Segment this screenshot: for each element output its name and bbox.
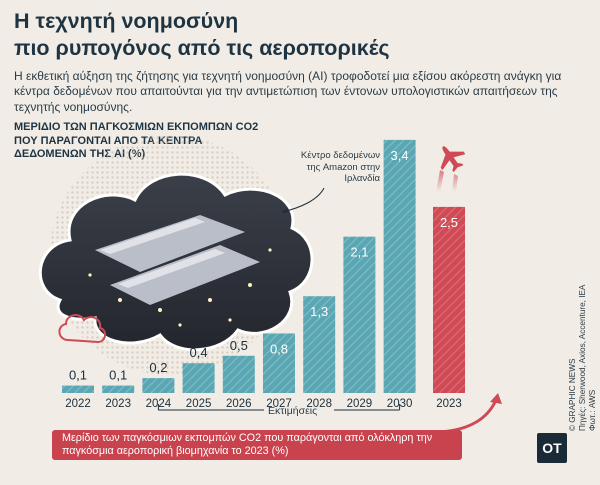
title-line-1: Η τεχνητή νοημοσύνη bbox=[14, 9, 239, 33]
photo-caption: Κέντρο δεδομένων της Amazon στην Ιρλανδί… bbox=[300, 150, 380, 184]
value-label-2028: 1,3 bbox=[310, 304, 328, 319]
bar-2026 bbox=[222, 355, 255, 393]
bar-2030 bbox=[383, 139, 416, 393]
value-label-2030: 3,4 bbox=[391, 148, 409, 163]
value-label-2025: 0,4 bbox=[190, 345, 208, 360]
aviation-note: Μερίδιο των παγκόσμιων εκπομπών CO2 που … bbox=[52, 430, 462, 460]
page-title: Η τεχνητή νοημοσύνη πιο ρυπογόνος από τι… bbox=[14, 8, 494, 62]
bar-2023 bbox=[102, 385, 135, 393]
bar-aviation-2023 bbox=[433, 206, 465, 393]
value-label-2026: 0,5 bbox=[230, 338, 248, 353]
ot-logo: OT bbox=[537, 433, 567, 463]
value-label-2022: 0,1 bbox=[69, 368, 87, 383]
estimates-label: Εκτιμήσεις bbox=[268, 405, 318, 417]
contrail bbox=[436, 170, 458, 192]
credits: © GRAPHIC NEWS Πηγές: Sherwood, Axios, A… bbox=[568, 256, 597, 431]
tick-label-2027: 2027 bbox=[266, 398, 292, 410]
cloud-icon bbox=[58, 314, 106, 344]
bar-2024 bbox=[142, 378, 175, 393]
value-label-2023: 0,1 bbox=[109, 368, 127, 383]
tick-label-2025: 2025 bbox=[186, 398, 212, 410]
subtitle: Η εκθετική αύξηση της ζήτησης για τεχνητ… bbox=[14, 69, 562, 114]
tick-label-aviation-2023: 2023 bbox=[436, 398, 462, 410]
tick-label-2028: 2028 bbox=[306, 398, 332, 410]
airplane-icon bbox=[440, 146, 466, 173]
tick-label-2029: 2029 bbox=[347, 398, 373, 410]
tick-label-2022: 2022 bbox=[65, 398, 91, 410]
bar-2025 bbox=[182, 363, 215, 393]
title-line-2: πιο ρυπογόνος από τις αεροπορικές bbox=[14, 36, 390, 60]
value-label-2027: 0,8 bbox=[270, 341, 288, 356]
value-label-aviation: 2,5 bbox=[440, 215, 458, 230]
tick-label-2026: 2026 bbox=[226, 398, 252, 410]
bar-2028 bbox=[303, 296, 336, 393]
credit-line-3: Φωτ.: AWS bbox=[588, 389, 597, 431]
estimates-bracket bbox=[157, 404, 401, 411]
value-label-2029: 2,1 bbox=[350, 245, 368, 260]
bar-2029 bbox=[343, 236, 376, 393]
bar-2027 bbox=[263, 333, 295, 393]
tick-label-2023: 2023 bbox=[105, 398, 131, 410]
bar-2022 bbox=[62, 385, 94, 393]
credit-line-2: Πηγές: Sherwood, Axios, Accenture, IEA bbox=[578, 284, 587, 431]
credit-line-1: © GRAPHIC NEWS bbox=[568, 358, 577, 431]
value-label-2024: 0,2 bbox=[149, 360, 167, 375]
data-center-photo bbox=[38, 172, 314, 352]
